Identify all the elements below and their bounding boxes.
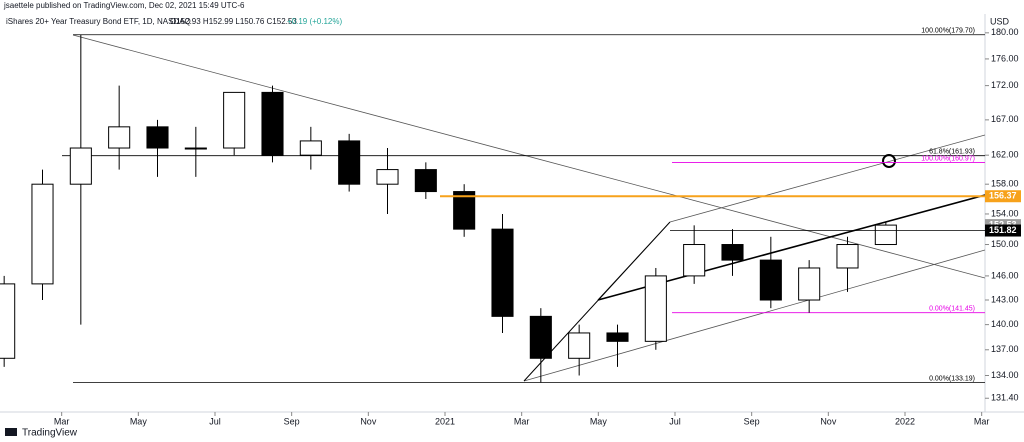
x-tick-label: May	[590, 416, 608, 426]
price-label: 156.37	[989, 191, 1017, 201]
y-tick-label: 167.00	[991, 114, 1019, 124]
x-tick-label: May	[130, 416, 148, 426]
publisher: jsaettele published on TradingView.com, …	[3, 1, 245, 10]
y-tick-label: 180.00	[991, 27, 1019, 37]
x-tick-label: Sep	[284, 416, 300, 426]
x-tick-label: Mar	[514, 416, 530, 426]
y-tick-label: 134.00	[991, 370, 1019, 380]
x-tick-label: Nov	[360, 416, 377, 426]
candle-body	[184, 147, 207, 150]
x-tick-label: Sep	[744, 416, 760, 426]
y-tick-label: 150.00	[991, 239, 1019, 249]
price-label-box	[985, 224, 1021, 237]
y-tick-label: 146.00	[991, 270, 1019, 280]
candle-body	[644, 275, 667, 342]
candle-body	[146, 126, 169, 149]
candle-body	[606, 332, 629, 342]
candle-body	[721, 244, 744, 261]
candle-body	[414, 169, 437, 193]
candle-body	[261, 91, 284, 156]
candle-body	[223, 91, 246, 149]
x-tick-label: Mar	[974, 416, 990, 426]
y-tick-label: 140.00	[991, 319, 1019, 329]
marker-circle	[882, 154, 896, 168]
y-tick-label: 137.00	[991, 344, 1019, 354]
price-label: 152.53	[989, 219, 1017, 229]
x-tick-label: 2021	[435, 416, 455, 426]
candle-body	[568, 332, 591, 359]
fib-label: 100.00%(179.70)	[921, 28, 975, 35]
y-tick-label: 162.00	[991, 150, 1019, 160]
fib-label: 61.8%(161.93)	[929, 149, 975, 156]
candle-body	[31, 183, 54, 285]
candle-body	[491, 228, 514, 317]
trend-line	[72, 34, 985, 279]
fib-label: 0.00%(141.45)	[929, 306, 975, 313]
candle-body	[836, 244, 859, 269]
symbol: iShares 20+ Year Treasury Bond ETF, 1D, …	[6, 17, 191, 26]
candle-body	[683, 244, 706, 277]
candle-body	[376, 169, 399, 185]
y-tick-label: 154.00	[991, 208, 1019, 218]
candle-body	[798, 267, 821, 301]
candle-body	[69, 147, 92, 185]
x-tick-label: Mar	[54, 416, 70, 426]
x-tick-label: Jul	[209, 416, 221, 426]
y-tick-label: 176.00	[991, 53, 1019, 63]
ohlc: O152.93 H152.99 L150.76 C152.53	[170, 17, 297, 26]
price-label-box	[985, 190, 1021, 203]
price-label: 151.82	[989, 225, 1017, 235]
brand-logo	[5, 428, 17, 436]
candle-body	[453, 191, 476, 230]
candle-body	[529, 315, 552, 359]
pattern-line	[523, 221, 671, 382]
change: +0.19 (+0.12%)	[287, 17, 342, 26]
y-tick-label: 158.00	[991, 179, 1019, 189]
brand: TradingView	[22, 428, 78, 439]
trend-line	[669, 134, 985, 223]
candle-body	[108, 126, 131, 149]
x-tick-label: Jul	[669, 416, 681, 426]
candle-body	[759, 259, 782, 301]
trend-line	[523, 249, 985, 382]
plot-area	[0, 34, 985, 383]
fib-label: 100.00%(160.97)	[921, 155, 975, 162]
y-tick-label: 143.00	[991, 294, 1019, 304]
currency: USD	[990, 16, 1010, 26]
candle-body	[0, 283, 16, 359]
x-tick-label: 2022	[895, 416, 915, 426]
x-tick-label: Nov	[820, 416, 837, 426]
y-tick-label: 131.40	[991, 393, 1019, 403]
candle-body	[874, 224, 897, 246]
candle-body	[338, 140, 361, 185]
candle-body	[299, 140, 322, 156]
fib-label: 0.00%(133.19)	[929, 375, 975, 382]
y-tick-label: 172.00	[991, 80, 1019, 90]
